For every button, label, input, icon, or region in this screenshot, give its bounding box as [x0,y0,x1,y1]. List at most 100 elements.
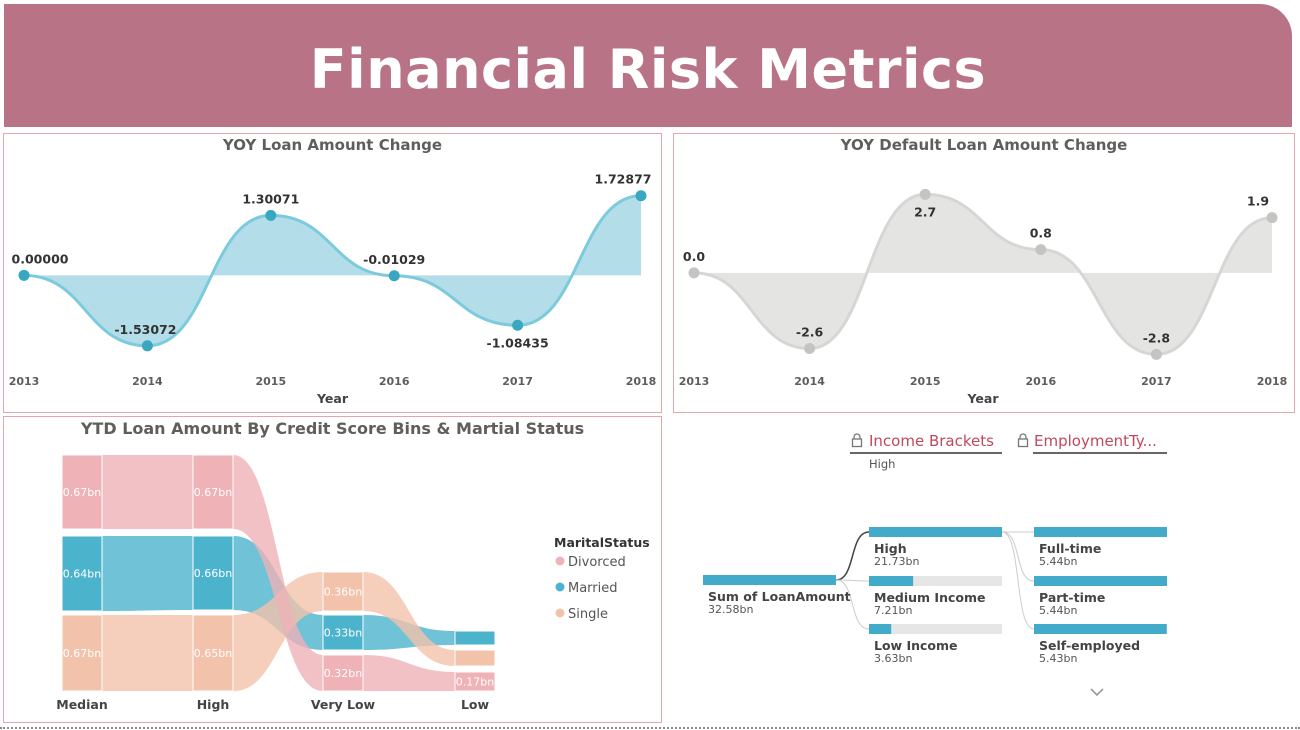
loan-change-panel[interactable]: YOY Loan Amount Change 0.00000 -1.53072 1.… [3,133,662,413]
tree-level1-node-value: 3.63bn [874,652,912,665]
decomposition-tree-chart[interactable]: Sum of LoanAmount32.58bnHigh21.73bnMediu… [672,416,1292,726]
legend-item-single: Single [568,607,608,622]
tree-level1-node-label: Low Income [874,638,958,653]
tree-level2-node-bar [1034,624,1167,634]
area-fill [694,194,1272,355]
chevron-down-icon[interactable] [1089,682,1105,701]
tree-level2-node-bar [1034,527,1167,537]
x-tick-label: 2016 [379,375,410,388]
sankey-value-label: 0.67bn [63,486,101,499]
sankey-value-label: 0.36bn [324,586,362,599]
sankey-node [322,571,364,612]
sankey-node [322,614,364,651]
sankey-value-label: 0.67bn [194,486,232,499]
legend-swatch [555,556,565,566]
sankey-value-label: 0.32bn [324,667,362,680]
x-tick-label: 2013 [679,375,710,388]
data-point [18,269,30,281]
x-tick-label: 2015 [255,375,286,388]
tree-level1-node-label: High [874,541,907,556]
sankey-value-label: 0.33bn [324,627,362,640]
sankey-value-label: 0.17bn [456,676,494,689]
data-point [1150,348,1162,360]
data-point [1266,212,1278,224]
data-point [388,270,400,282]
data-label: -0.01029 [363,252,425,267]
data-label: 2.7 [914,204,936,219]
tree-level2-node-value: 5.43bn [1039,652,1077,665]
data-label: 1.72877 [595,172,652,187]
data-label: 1.30071 [242,191,299,206]
default-change-title: YOY Default Loan Amount Change [840,136,1128,154]
sankey-category-label: Very Low [311,697,376,712]
tree-connector [835,531,870,581]
data-point [141,340,153,352]
tree-connector [835,579,870,630]
x-tick-label: 2018 [626,375,657,388]
sankey-chart[interactable]: 0.67bn 0.64bn 0.67bn Median 0.67bn 0.66bn 0.65… [4,417,661,722]
x-tick-label: 2016 [1025,375,1056,388]
income-brackets-header[interactable]: Income Brackets [869,432,994,450]
tree-connector [835,579,870,582]
sankey-link [233,572,323,691]
tree-connector [1001,531,1035,630]
tree-root-value: 32.58bn [708,603,753,616]
footer-divider [0,727,1300,729]
sankey-node [61,535,103,612]
legend-swatch [555,582,565,592]
default-change-chart[interactable]: 0.0 -2.6 2.7 0.8 -2.8 1.9 2013 2014 2015 2016 2017… [674,134,1294,412]
sankey-panel[interactable]: YTD Loan Amount By Credit Score Bins & M… [3,416,662,723]
tree-level1-node-bar [869,624,892,634]
data-point [265,209,277,221]
tree-level1-node-value: 21.73bn [874,555,919,568]
data-label: 0.00000 [12,251,69,266]
income-brackets-selected: High [869,457,896,471]
income-brackets-underline [850,452,1002,454]
lock-icon [851,433,863,452]
x-axis-label: Year [967,391,1000,406]
default-change-panel[interactable]: YOY Default Loan Amount Change 0.0 -2.6 2.… [673,133,1295,413]
sankey-link [102,536,193,611]
tree-level2-node-value: 5.44bn [1039,604,1077,617]
tree-level2-node-label: Part-time [1039,590,1105,605]
loan-change-chart[interactable]: 0.00000 -1.53072 1.30071 -0.01029 -1.08435 1.… [4,134,661,412]
data-label: -1.08435 [487,335,549,350]
sankey-node [454,671,496,692]
sankey-value-label: 0.66bn [194,567,232,580]
sankey-link [363,655,455,691]
area-fill [24,195,641,346]
sankey-node [322,654,364,692]
tree-connector [1001,531,1035,582]
data-label: -2.8 [1143,330,1170,345]
data-label: 0.0 [683,249,705,264]
x-tick-label: 2015 [910,375,941,388]
x-tick-label: 2014 [132,375,163,388]
sankey-category-label: High [197,697,230,712]
tree-level1-node-track [869,576,1002,586]
tree-root-label: Sum of LoanAmount [708,589,851,604]
sankey-title: YTD Loan Amount By Credit Score Bins & M… [80,419,585,438]
data-point [688,267,700,279]
sankey-category-label: Median [56,697,107,712]
data-point [804,343,816,355]
data-point [635,190,647,202]
tree-level2-node-value: 5.44bn [1039,555,1077,568]
employment-type-underline [1033,452,1167,454]
decomposition-tree[interactable]: Income Brackets High EmploymentTy... Sum… [672,416,1292,726]
legend-item-married: Married [568,581,618,596]
sankey-node [454,649,496,667]
lock-icon [1017,433,1029,452]
data-label: -1.53072 [114,322,176,337]
sankey-link [363,572,455,666]
employment-type-header[interactable]: EmploymentTy... [1034,432,1157,450]
data-point [1035,244,1047,256]
tree-level2-node-bar [1034,576,1167,586]
sankey-node [192,535,234,611]
series-line [693,192,1273,356]
tree-root-bar [703,575,836,585]
legend-title: MaritalStatus [554,535,650,550]
sankey-node [61,454,103,530]
sankey-node [61,614,103,692]
tree-level2-node-label: Self-employed [1039,638,1140,653]
sankey-value-label: 0.65bn [194,647,232,660]
